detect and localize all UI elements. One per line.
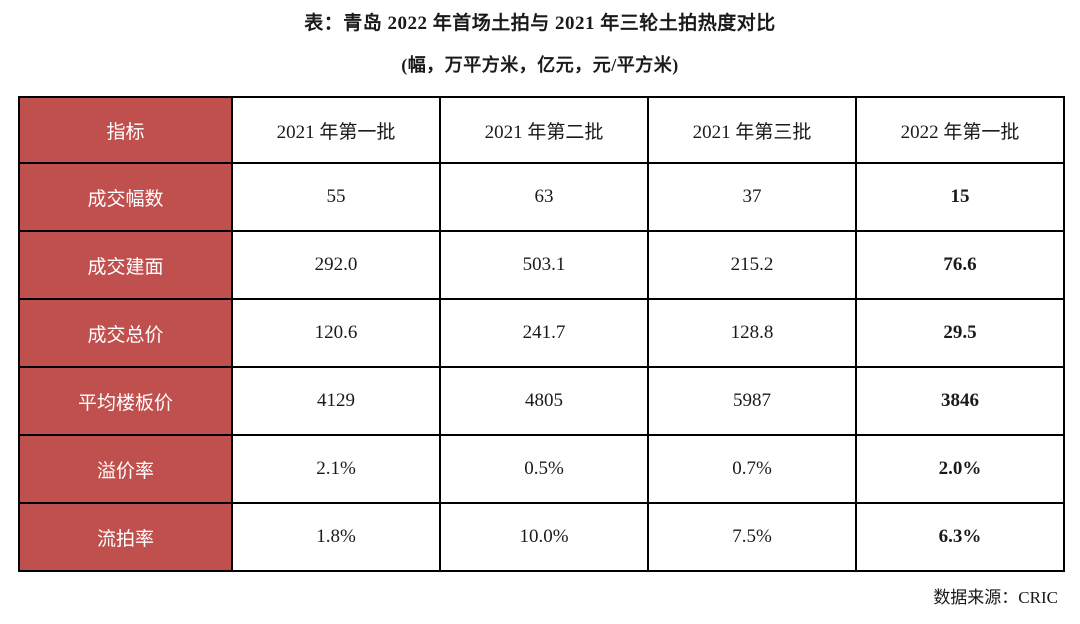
table-row-failure-rate: 流拍率 1.8% 10.0% 7.5% 6.3% [18,502,1065,572]
cell-value: 10.0% [439,502,649,572]
header-cell-2021-batch1: 2021 年第一批 [231,96,441,164]
cell-value: 120.6 [231,298,441,368]
row-label: 溢价率 [18,434,233,504]
header-cell-indicator: 指标 [18,96,233,164]
cell-value: 5987 [647,366,857,436]
data-source-note: 数据来源：CRIC [933,588,1058,607]
cell-value: 7.5% [647,502,857,572]
row-label: 流拍率 [18,502,233,572]
land-auction-table: 指标 2021 年第一批 2021 年第二批 2021 年第三批 2022 年第… [18,96,1065,572]
table-row-deal-gfa: 成交建面 292.0 503.1 215.2 76.6 [18,230,1065,300]
cell-value: 55 [231,162,441,232]
cell-value-highlight: 76.6 [855,230,1065,300]
table-row-premium-rate: 溢价率 2.1% 0.5% 0.7% 2.0% [18,434,1065,504]
cell-value: 0.5% [439,434,649,504]
cell-value-highlight: 2.0% [855,434,1065,504]
table-row-deal-count: 成交幅数 55 63 37 15 [18,162,1065,232]
cell-value: 1.8% [231,502,441,572]
table-header-row: 指标 2021 年第一批 2021 年第二批 2021 年第三批 2022 年第… [18,96,1065,164]
cell-value: 292.0 [231,230,441,300]
cell-value-highlight: 3846 [855,366,1065,436]
row-label: 平均楼板价 [18,366,233,436]
table-row-deal-total-price: 成交总价 120.6 241.7 128.8 29.5 [18,298,1065,368]
cell-value: 4805 [439,366,649,436]
cell-value-highlight: 15 [855,162,1065,232]
table-units-subtitle: (幅，万平方米，亿元，元/平方米) [401,55,679,75]
table-row-avg-floor-price: 平均楼板价 4129 4805 5987 3846 [18,366,1065,436]
row-label: 成交幅数 [18,162,233,232]
cell-value: 37 [647,162,857,232]
cell-value: 128.8 [647,298,857,368]
table-title: 表：青岛 2022 年首场土拍与 2021 年三轮土拍热度对比 [304,13,776,34]
cell-value-highlight: 6.3% [855,502,1065,572]
cell-value: 0.7% [647,434,857,504]
header-cell-2021-batch3: 2021 年第三批 [647,96,857,164]
cell-value: 63 [439,162,649,232]
cell-value: 4129 [231,366,441,436]
header-cell-2021-batch2: 2021 年第二批 [439,96,649,164]
cell-value: 503.1 [439,230,649,300]
row-label: 成交建面 [18,230,233,300]
header-cell-2022-batch1: 2022 年第一批 [855,96,1065,164]
cell-value: 215.2 [647,230,857,300]
row-label: 成交总价 [18,298,233,368]
cell-value-highlight: 29.5 [855,298,1065,368]
cell-value: 2.1% [231,434,441,504]
cell-value: 241.7 [439,298,649,368]
